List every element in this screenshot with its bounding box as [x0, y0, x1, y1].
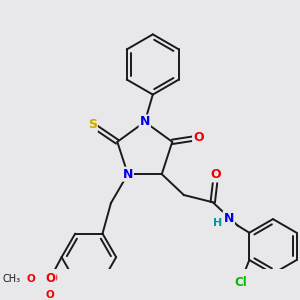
- Text: O: O: [193, 131, 204, 144]
- Text: O: O: [211, 168, 221, 182]
- Text: O: O: [47, 272, 57, 285]
- Text: H: H: [213, 218, 222, 228]
- Text: N: N: [224, 212, 234, 225]
- Text: CH₃: CH₃: [3, 274, 21, 284]
- Text: N: N: [123, 168, 133, 181]
- Text: O: O: [46, 290, 55, 300]
- Text: O: O: [27, 274, 35, 284]
- Text: Cl: Cl: [234, 276, 247, 289]
- Text: O: O: [27, 274, 35, 284]
- Text: N: N: [140, 116, 150, 128]
- Text: S: S: [88, 118, 97, 131]
- Text: O: O: [45, 272, 55, 285]
